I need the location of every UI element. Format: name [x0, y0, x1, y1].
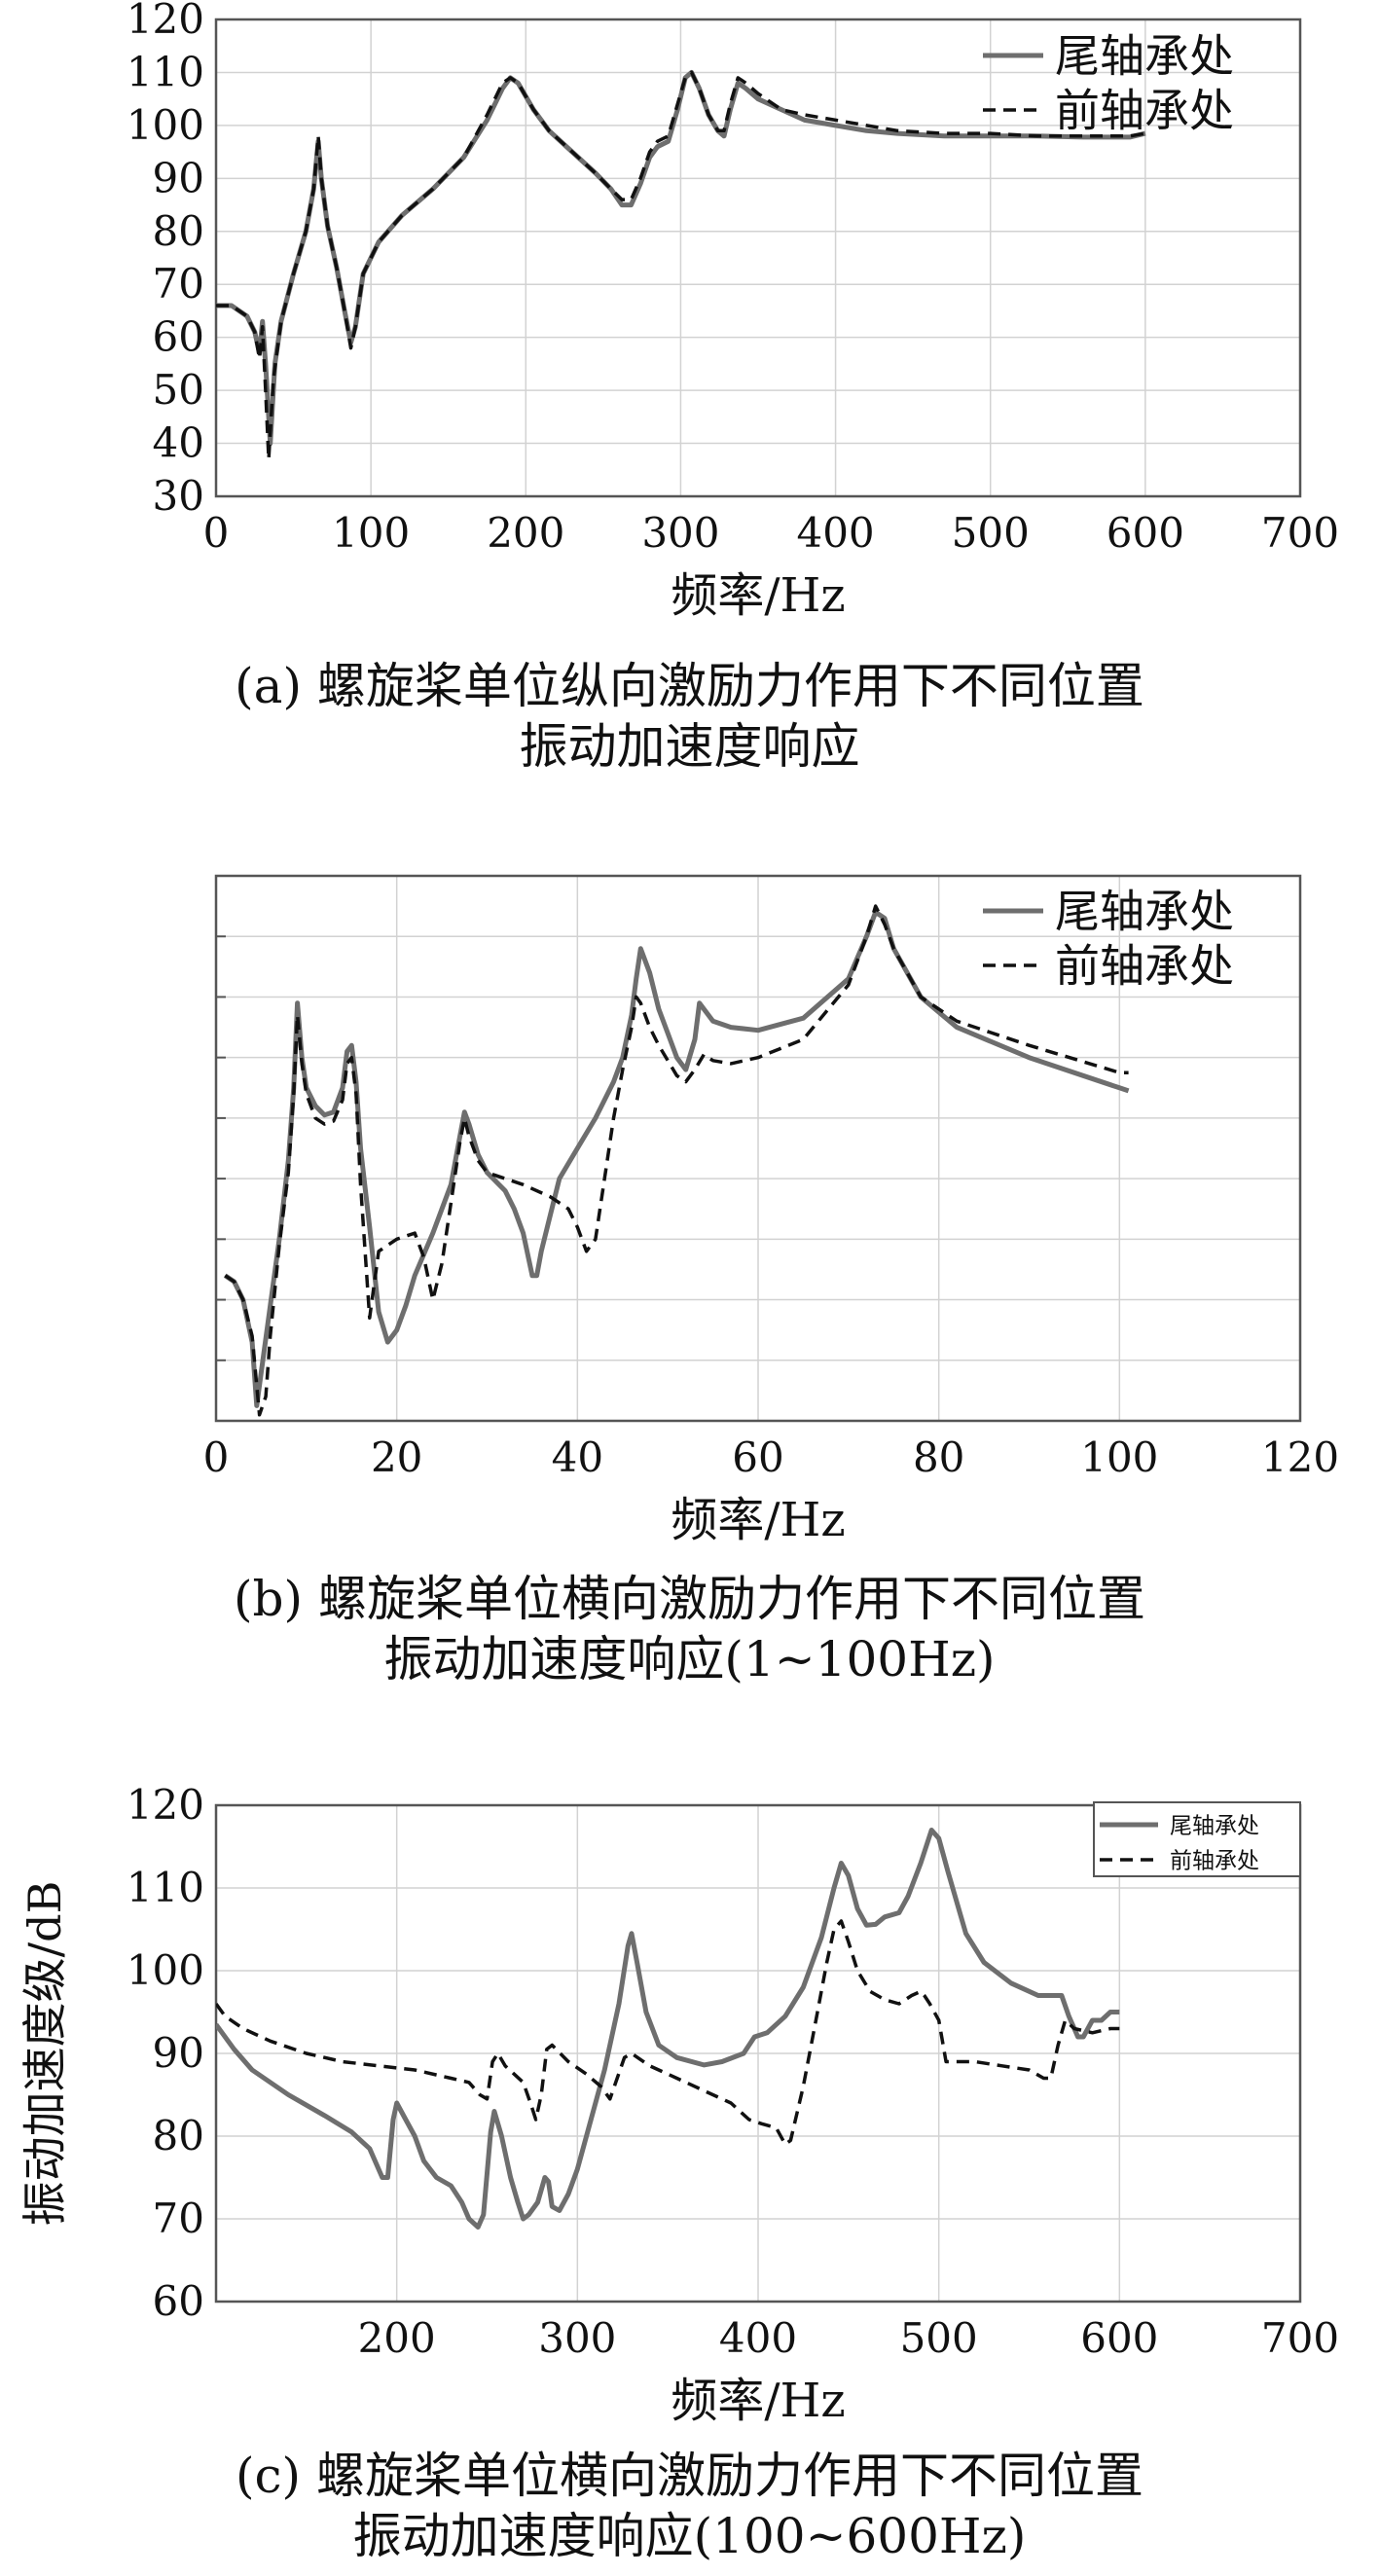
- caption-b-line2: 振动加速度响应(1~100Hz): [383, 1631, 996, 1687]
- panel-c-y-axis-label: 振动加速度级/dB: [18, 1881, 71, 2227]
- caption-b: (b) 螺旋桨单位横向激励力作用下不同位置 振动加速度响应(1~100Hz): [0, 1569, 1379, 1689]
- panel-c-legend-box: [1093, 1801, 1301, 1877]
- panel-c-x-tick-label: 400: [719, 2314, 797, 2362]
- caption-c-line2: 振动加速度响应(100~600Hz): [352, 2508, 1027, 2564]
- chart-panel-a: 0 100 200 300 400 500 600 700 30 40 50 60 70 80 90 100 1…: [127, 0, 1339, 623]
- panel-a-y-tick-label: 80: [153, 207, 204, 255]
- panel-a-y-tick-label: 40: [153, 419, 204, 467]
- panel-c-axes-frame: [214, 1803, 1302, 2304]
- panel-c-series-tail-bearing-line: [216, 1828, 1120, 2230]
- panel-b-x-tick-label: 80: [913, 1433, 964, 1481]
- panel-a-y-tick-label: 30: [153, 472, 204, 520]
- panel-c-y-tick-label: 120: [127, 1781, 204, 1829]
- panel-a-x-tick-label: 100: [332, 509, 410, 557]
- panel-a-series-front-bearing-line: [216, 70, 1146, 461]
- panel-b-x-tick-label: 100: [1080, 1433, 1158, 1481]
- panel-c-x-tick-label: 700: [1261, 2314, 1339, 2362]
- panel-a-legend-label: 尾轴承处: [1055, 30, 1234, 83]
- panel-c-y-tick-label: 60: [153, 2277, 204, 2325]
- panel-a-y-tick-label: 120: [127, 0, 204, 43]
- panel-c-y-tick-label: 90: [153, 2029, 204, 2077]
- panel-c-y-tick-label: 70: [153, 2195, 204, 2242]
- panel-a-x-axis-label: 频率/Hz: [671, 568, 845, 623]
- panel-b-x-axis-label: 频率/Hz: [671, 1493, 845, 1547]
- panel-a-x-tick-label: 200: [487, 509, 564, 557]
- caption-c-line1: (c) 螺旋桨单位横向激励力作用下不同位置: [236, 2448, 1143, 2504]
- panel-c-legend-label: 前轴承处: [1170, 1848, 1259, 1873]
- panel-b-series-tail-bearing-line: [223, 909, 1130, 1408]
- panel-b-x-tick-label: 0: [203, 1433, 230, 1481]
- panel-c-x-tick-label: 300: [538, 2314, 616, 2362]
- panel-b-x-tick-label: 120: [1261, 1433, 1339, 1481]
- panel-c-x-axis-label: 频率/Hz: [671, 2374, 845, 2428]
- panel-b-x-tick-label: 40: [552, 1433, 603, 1481]
- panel-a-y-tick-label: 50: [153, 366, 204, 414]
- panel-a-y-tick-label: 110: [127, 48, 204, 95]
- panel-c-legend-label: 尾轴承处: [1170, 1813, 1259, 1838]
- panel-c-y-tick-label: 110: [127, 1864, 204, 1911]
- caption-a-line1: (a) 螺旋桨单位纵向激励力作用下不同位置: [235, 658, 1144, 714]
- panel-a-axes-frame: [214, 18, 1302, 498]
- panel-b-axes-frame: [214, 874, 1302, 1423]
- panel-b-x-tick-label: 20: [371, 1433, 422, 1481]
- panel-c-y-tick-label: 100: [127, 1946, 204, 1994]
- panel-c-x-tick-label: 200: [358, 2314, 436, 2362]
- caption-a-line2: 振动加速度响应: [519, 718, 860, 775]
- panel-a-y-tick-label: 100: [127, 101, 204, 149]
- panel-a-x-tick-label: 0: [203, 509, 230, 557]
- panel-a-x-tick-label: 600: [1107, 509, 1184, 557]
- panel-c-y-tick-label: 80: [153, 2112, 204, 2159]
- panel-a-x-tick-label: 700: [1261, 509, 1339, 557]
- panel-a-x-tick-label: 400: [796, 509, 874, 557]
- panel-b-series-front-bearing-line: [224, 904, 1129, 1417]
- panel-c-x-tick-label: 500: [900, 2314, 978, 2362]
- caption-b-line1: (b) 螺旋桨单位横向激励力作用下不同位置: [234, 1571, 1145, 1627]
- caption-c: (c) 螺旋桨单位横向激励力作用下不同位置 振动加速度响应(100~600Hz): [0, 2446, 1379, 2566]
- panel-b-legend-label: 尾轴承处: [1055, 886, 1234, 938]
- panel-b-x-tick-label: 60: [732, 1433, 783, 1481]
- panel-a-y-tick-label: 90: [153, 154, 204, 201]
- panel-b-legend-label: 前轴承处: [1055, 940, 1234, 993]
- panel-c-series-front-bearing-line: [216, 1919, 1120, 2147]
- panel-c-x-tick-label: 600: [1080, 2314, 1158, 2362]
- panel-a-legend-label: 前轴承处: [1055, 85, 1234, 137]
- caption-a: (a) 螺旋桨单位纵向激励力作用下不同位置 振动加速度响应: [0, 656, 1379, 777]
- panel-a-x-tick-label: 500: [952, 509, 1030, 557]
- chart-panel-c: 200 300 400 500 600 700 60 70 80 90 100 110 120 频率/Hz…: [18, 1781, 1339, 2428]
- panel-a-y-tick-label: 60: [153, 313, 204, 361]
- panel-a-y-tick-label: 70: [153, 260, 204, 308]
- panel-a-x-tick-label: 300: [641, 509, 719, 557]
